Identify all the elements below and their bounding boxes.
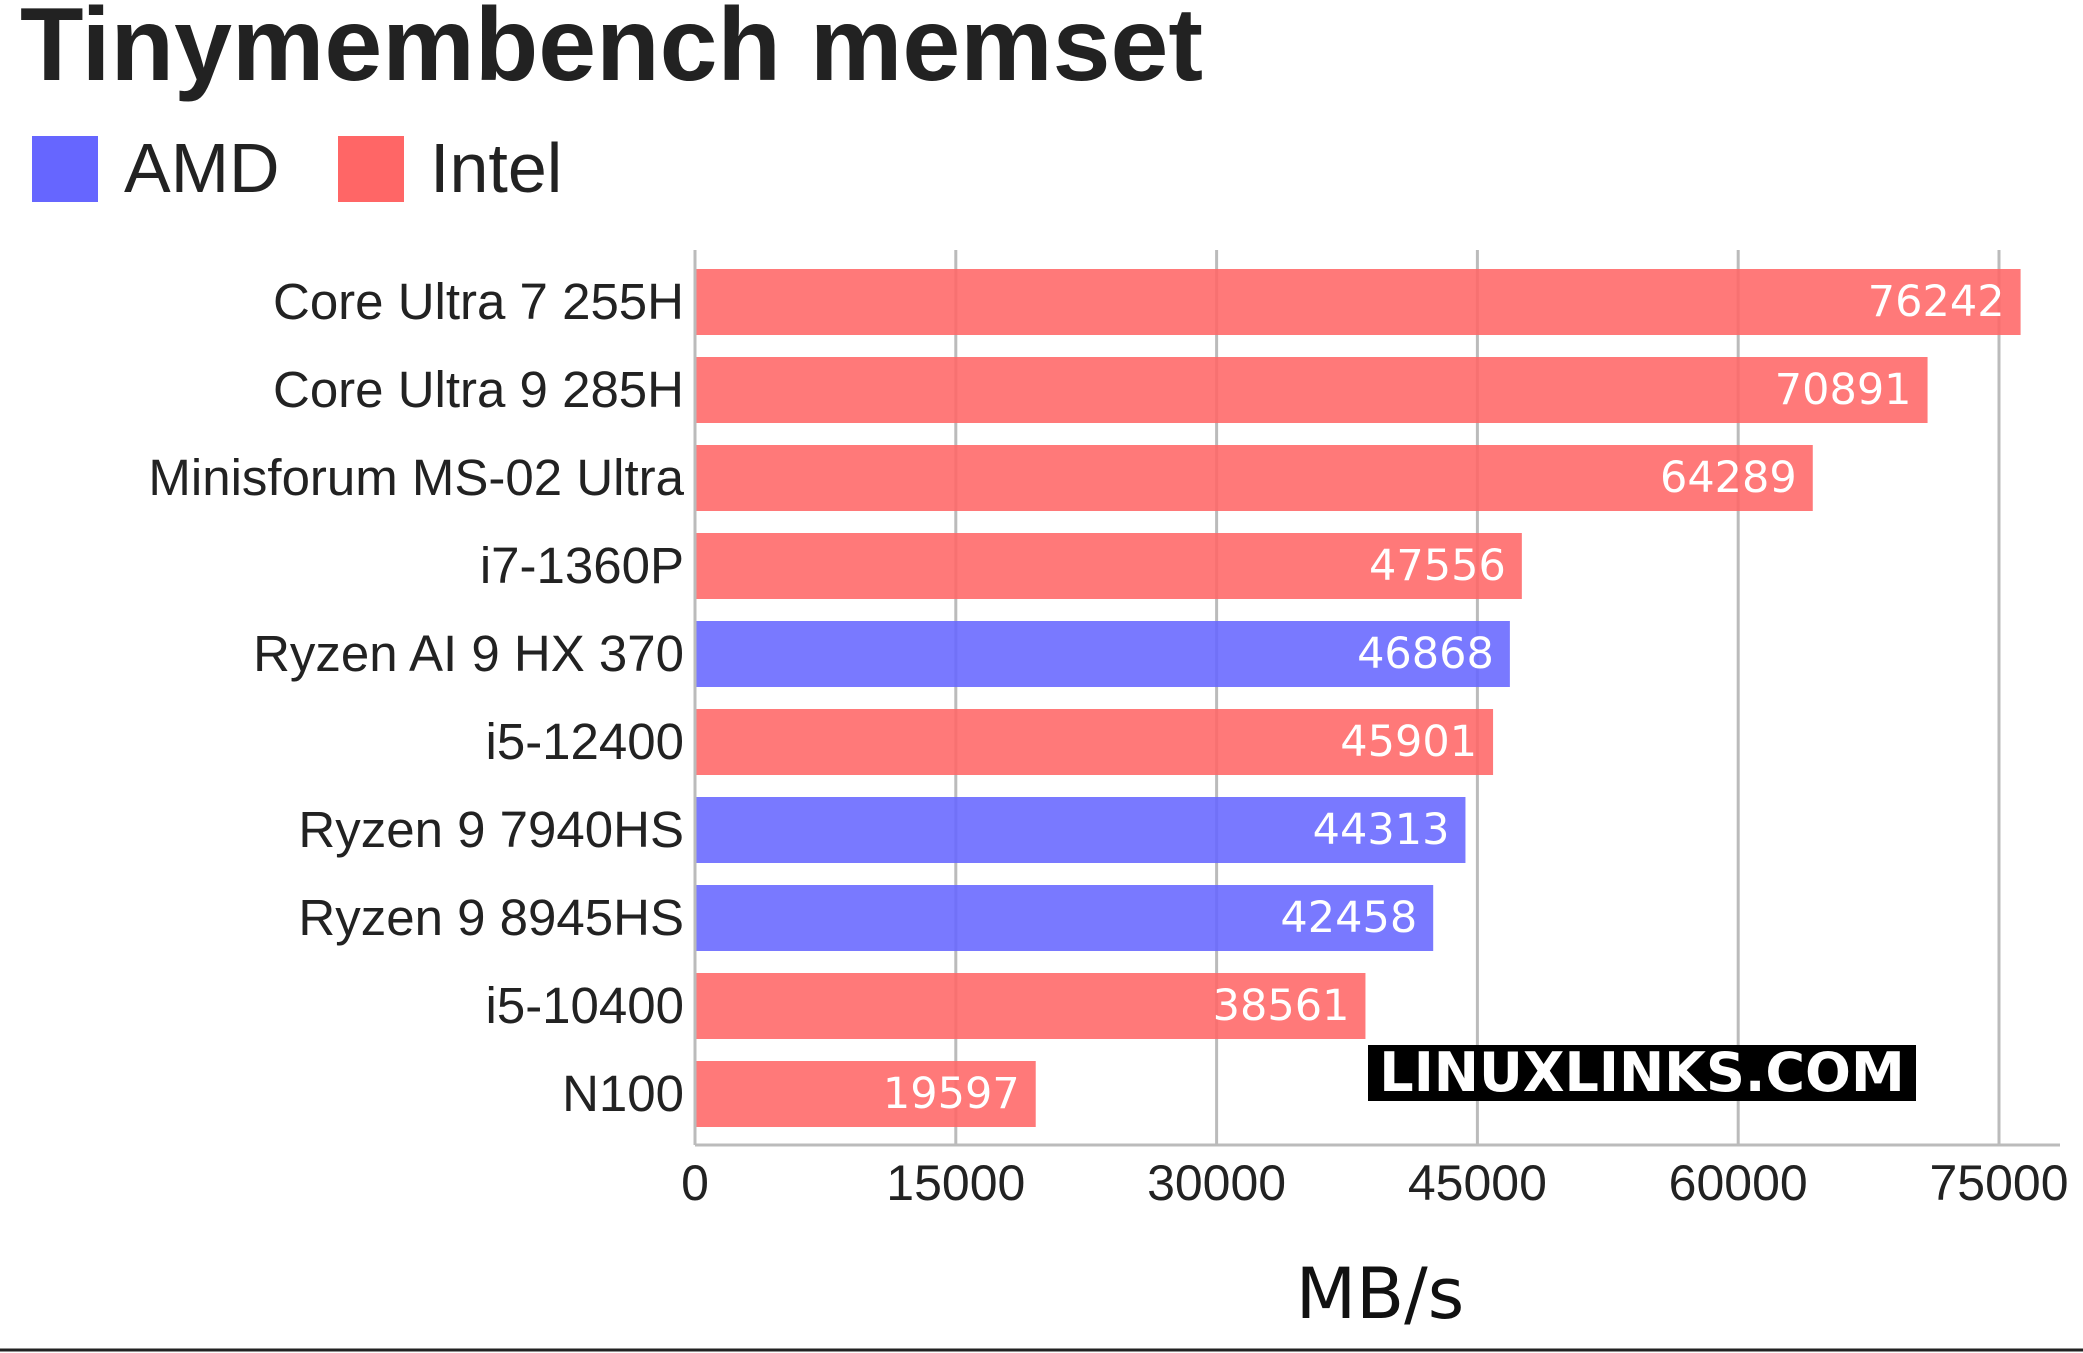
bar-1 [695,357,1928,423]
tick-label-30000: 30000 [1147,1155,1286,1211]
value-label-5: 45901 [1340,717,1477,767]
bar-6 [695,797,1466,863]
value-label-2: 64289 [1660,453,1797,503]
value-label-7: 42458 [1280,893,1417,943]
value-label-8: 38561 [1213,981,1350,1031]
legend-label-amd: AMD [124,129,280,207]
chart-title: Tinymembench memset [20,0,1203,103]
category-label-7: Ryzen 9 8945HS [298,889,684,946]
value-label-9: 19597 [883,1069,1020,1119]
tick-label-0: 0 [681,1155,709,1211]
value-label-6: 44313 [1313,805,1450,855]
tick-labels: 0 15000 30000 45000 60000 75000 [681,1155,2068,1211]
bar-8 [695,973,1366,1039]
category-label-3: i7-1360P [480,537,684,594]
bar-0 [695,269,2021,335]
category-label-6: Ryzen 9 7940HS [298,801,684,858]
category-label-4: Ryzen AI 9 HX 370 [253,625,684,682]
category-label-1: Core Ultra 9 285H [273,361,684,418]
axes [693,250,2060,1147]
watermark-text: LINUXLINKS.COM [1379,1041,1904,1104]
bar-9 [695,1061,1036,1127]
value-label-1: 70891 [1775,365,1912,415]
category-label-5: i5-12400 [486,713,685,770]
value-label-0: 76242 [1868,277,2005,327]
bars [695,269,2021,1127]
legend-swatch-amd [32,136,98,202]
category-label-9: N100 [562,1065,684,1122]
tick-label-15000: 15000 [886,1155,1025,1211]
tick-label-75000: 75000 [1929,1155,2068,1211]
watermark: LINUXLINKS.COM [1368,1041,1916,1104]
category-label-0: Core Ultra 7 255H [273,273,684,330]
x-axis-title: MB/s [1296,1253,1464,1335]
bar-3 [695,533,1522,599]
legend: AMD Intel [32,129,562,207]
tick-label-45000: 45000 [1408,1155,1547,1211]
bar-4 [695,621,1510,687]
bar-7 [695,885,1434,951]
value-labels: 76242 70891 64289 47556 46868 45901 44313 42458… [883,277,2005,1119]
category-label-2: Minisforum MS-02 Ultra [148,449,684,506]
value-label-3: 47556 [1369,541,1506,591]
watermark-background [1368,1045,1916,1101]
bar-2 [695,445,1813,511]
bar-5 [695,709,1494,775]
value-label-4: 46868 [1357,629,1494,679]
category-label-8: i5-10400 [486,977,685,1034]
legend-swatch-intel [338,136,404,202]
legend-label-intel: Intel [430,129,562,207]
tick-label-60000: 60000 [1669,1155,1808,1211]
category-labels: Core Ultra 7 255H Core Ultra 9 285H Minisf… [148,273,684,1122]
